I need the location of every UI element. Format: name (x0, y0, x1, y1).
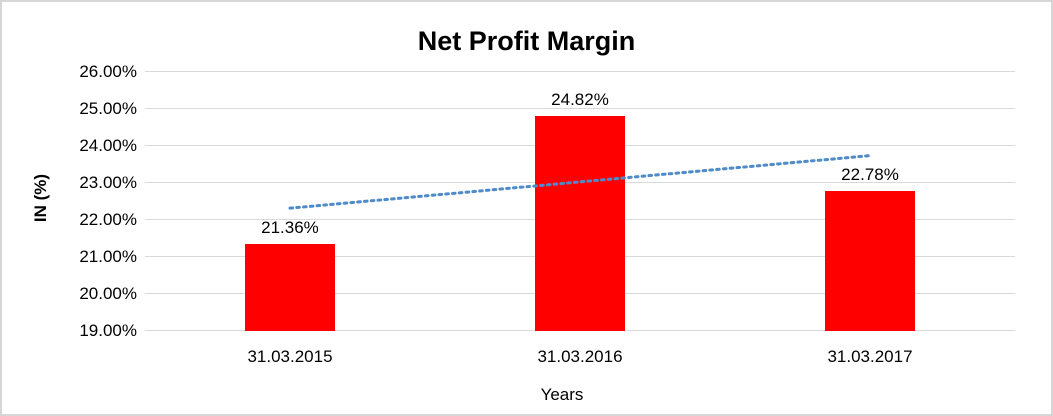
x-axis-ticks: 31.03.2015 31.03.2016 31.03.2017 (145, 347, 1015, 367)
bar-value-label: 24.82% (551, 89, 609, 109)
x-tick-label: 31.03.2015 (247, 347, 333, 366)
y-tick-label: 24.00% (79, 135, 137, 155)
bar-value-label: 22.78% (841, 165, 899, 185)
bar-3 (825, 191, 915, 331)
gridline (145, 107, 1015, 109)
bar-value-label: 21.36% (261, 217, 319, 237)
x-tick-label: 31.03.2017 (827, 347, 913, 366)
y-tick-label: 21.00% (79, 247, 137, 266)
x-axis-title: Years (540, 385, 584, 404)
y-axis-ticks: 26.00% 25.00% 24.00% 23.00% 22.00% 21.00% 20.0… (2, 63, 137, 340)
y-tick-label: 20.00% (79, 284, 137, 303)
y-tick-label: 19.00% (79, 321, 137, 340)
gridline (145, 71, 1015, 72)
y-tick-label: 23.00% (79, 173, 137, 192)
bar-1 (244, 243, 335, 331)
bar-2 (535, 115, 625, 331)
y-tick-label: 26.00% (79, 62, 137, 81)
bars: 21.36% 24.82% 22.78% (145, 72, 1015, 331)
y-tick-label: 25.00% (79, 98, 137, 118)
y-tick-label: 22.00% (79, 209, 137, 229)
trendline (288, 154, 872, 210)
x-tick-label: 31.03.2016 (537, 347, 623, 366)
chart-title: Net Profit Margin (417, 26, 636, 56)
plot-area: 21.36% 24.82% 22.78% (145, 71, 1015, 331)
